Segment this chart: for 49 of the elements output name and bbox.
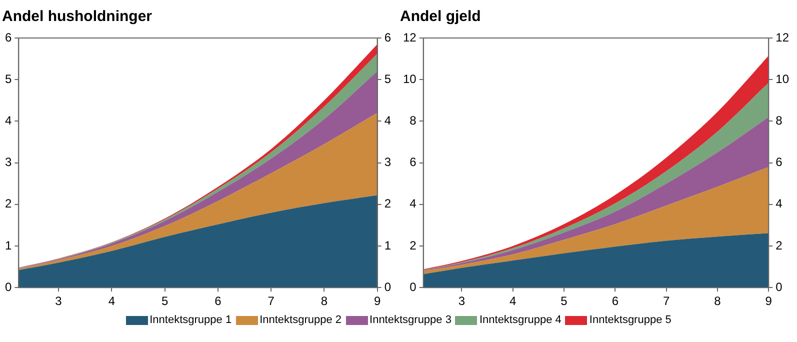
y-tick-label: 12 — [402, 30, 417, 44]
y-tick-label: 4 — [410, 196, 417, 211]
x-tick-label: 8 — [320, 294, 328, 308]
y-tick-label: 1 — [4, 238, 12, 252]
y-tick-label: 4 — [4, 114, 12, 128]
y-tick-label: 5 — [4, 72, 12, 86]
legend-label: Inntektsgruppe 3 — [370, 314, 452, 326]
x-tick-label: 9 — [765, 294, 772, 308]
y-tick-label: 10 — [402, 72, 417, 86]
y2-tick-label: 3 — [384, 155, 392, 170]
y2-tick-label: 0 — [776, 280, 783, 294]
y2-tick-label: 1 — [384, 238, 392, 252]
y-tick-label: 6 — [410, 155, 417, 170]
x-tick-label: 3 — [458, 294, 466, 308]
x-tick-label: 6 — [612, 294, 619, 308]
x-tick-label: 7 — [268, 294, 275, 308]
legend-label: Inntektsgruppe 1 — [150, 314, 232, 326]
y2-tick-label: 4 — [776, 196, 783, 211]
y2-tick-label: 10 — [776, 72, 790, 86]
x-tick-label: 8 — [714, 294, 722, 308]
x-tick-label: 5 — [161, 294, 168, 308]
y-tick-label: 0 — [410, 280, 417, 294]
x-tick-label: 6 — [214, 294, 222, 308]
y-tick-label: 8 — [410, 114, 417, 128]
y2-tick-label: 6 — [776, 155, 783, 170]
chart-title: Andel gjeld — [400, 8, 481, 26]
x-tick-label: 4 — [510, 294, 517, 308]
x-tick-label: 7 — [662, 294, 670, 308]
x-tick-label: 5 — [560, 294, 568, 308]
legend-label: Inntektsgruppe 4 — [479, 314, 562, 326]
y-tick-label: 6 — [4, 30, 12, 44]
y2-tick-label: 8 — [776, 114, 783, 128]
x-tick-label: 9 — [374, 294, 381, 308]
y2-tick-label: 0 — [384, 280, 392, 294]
y2-tick-label: 5 — [384, 72, 392, 86]
x-tick-label: 4 — [108, 294, 116, 308]
y-tick-label: 2 — [4, 196, 12, 211]
chart-title: Andel husholdninger — [2, 8, 152, 26]
x-tick-label: 3 — [55, 294, 62, 308]
legend-label: Inntektsgruppe 2 — [260, 314, 342, 326]
y2-tick-label: 2 — [776, 238, 783, 252]
y2-tick-label: 4 — [384, 114, 392, 128]
y-tick-label: 0 — [4, 280, 12, 294]
y2-tick-label: 6 — [384, 30, 392, 44]
legend-label: Inntektsgruppe 5 — [589, 314, 672, 326]
y-tick-label: 2 — [410, 238, 417, 252]
y2-tick-label: 12 — [776, 30, 790, 44]
y2-tick-label: 2 — [384, 196, 392, 211]
y-tick-label: 3 — [4, 155, 12, 170]
